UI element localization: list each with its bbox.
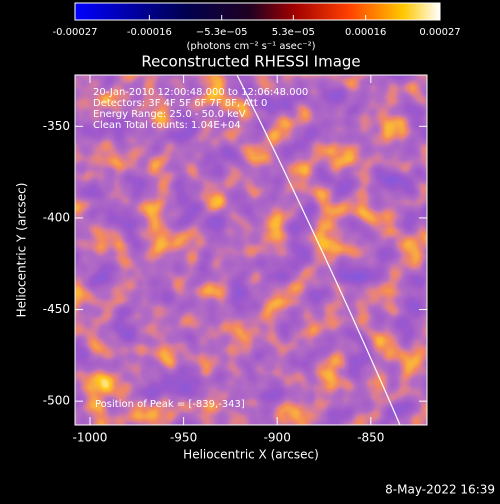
colorbar-tick-label: 0.00027: [419, 27, 460, 38]
colorbar-tick-label: 0.00016: [345, 27, 386, 38]
x-tick-label: -850: [357, 431, 384, 445]
annotation: Energy Range: 25.0 - 50.0 keV: [93, 109, 246, 120]
image: [75, 75, 427, 425]
chart-title: Reconstructed RHESSI Image: [141, 53, 360, 71]
colorbar: [74, 2, 441, 21]
x-tick-label: -900: [264, 431, 291, 445]
colorbar-tick-label: −5.3e−05: [196, 27, 248, 38]
annotation: 20-Jan-2010 12:00:48.000 to 12:06:48.000: [93, 87, 308, 98]
solar-limb: [236, 75, 401, 425]
peak-label: Position of Peak = [-839,-343]: [95, 399, 245, 410]
y-tick-label: -350: [43, 119, 70, 133]
annotation: Detectors: 3F 4F 5F 6F 7F 8F, Att 0: [93, 98, 267, 109]
colorbar-tick-label: -0.00016: [127, 27, 172, 38]
y-tick-label: -400: [43, 210, 70, 224]
y-tick-label: -450: [43, 302, 70, 316]
x-axis-label: Heliocentric X (arcsec): [183, 448, 319, 462]
y-tick-label: -500: [43, 394, 70, 408]
plot-frame: [74, 74, 428, 426]
x-tick-label: -1000: [73, 431, 108, 445]
footer: 8-May-2022 16:39: [385, 483, 495, 497]
y-axis-label: Heliocentric Y (arcsec): [15, 183, 29, 318]
x-tick-label: -950: [170, 431, 197, 445]
annotation: Clean Total counts: 1.04E+04: [93, 120, 241, 131]
colorbar-tick-label: -0.00027: [53, 27, 98, 38]
colorbar-tick-label: 5.3e−05: [272, 27, 315, 38]
colorbar-label: (photons cm⁻² s⁻¹ asec⁻²): [186, 41, 315, 52]
